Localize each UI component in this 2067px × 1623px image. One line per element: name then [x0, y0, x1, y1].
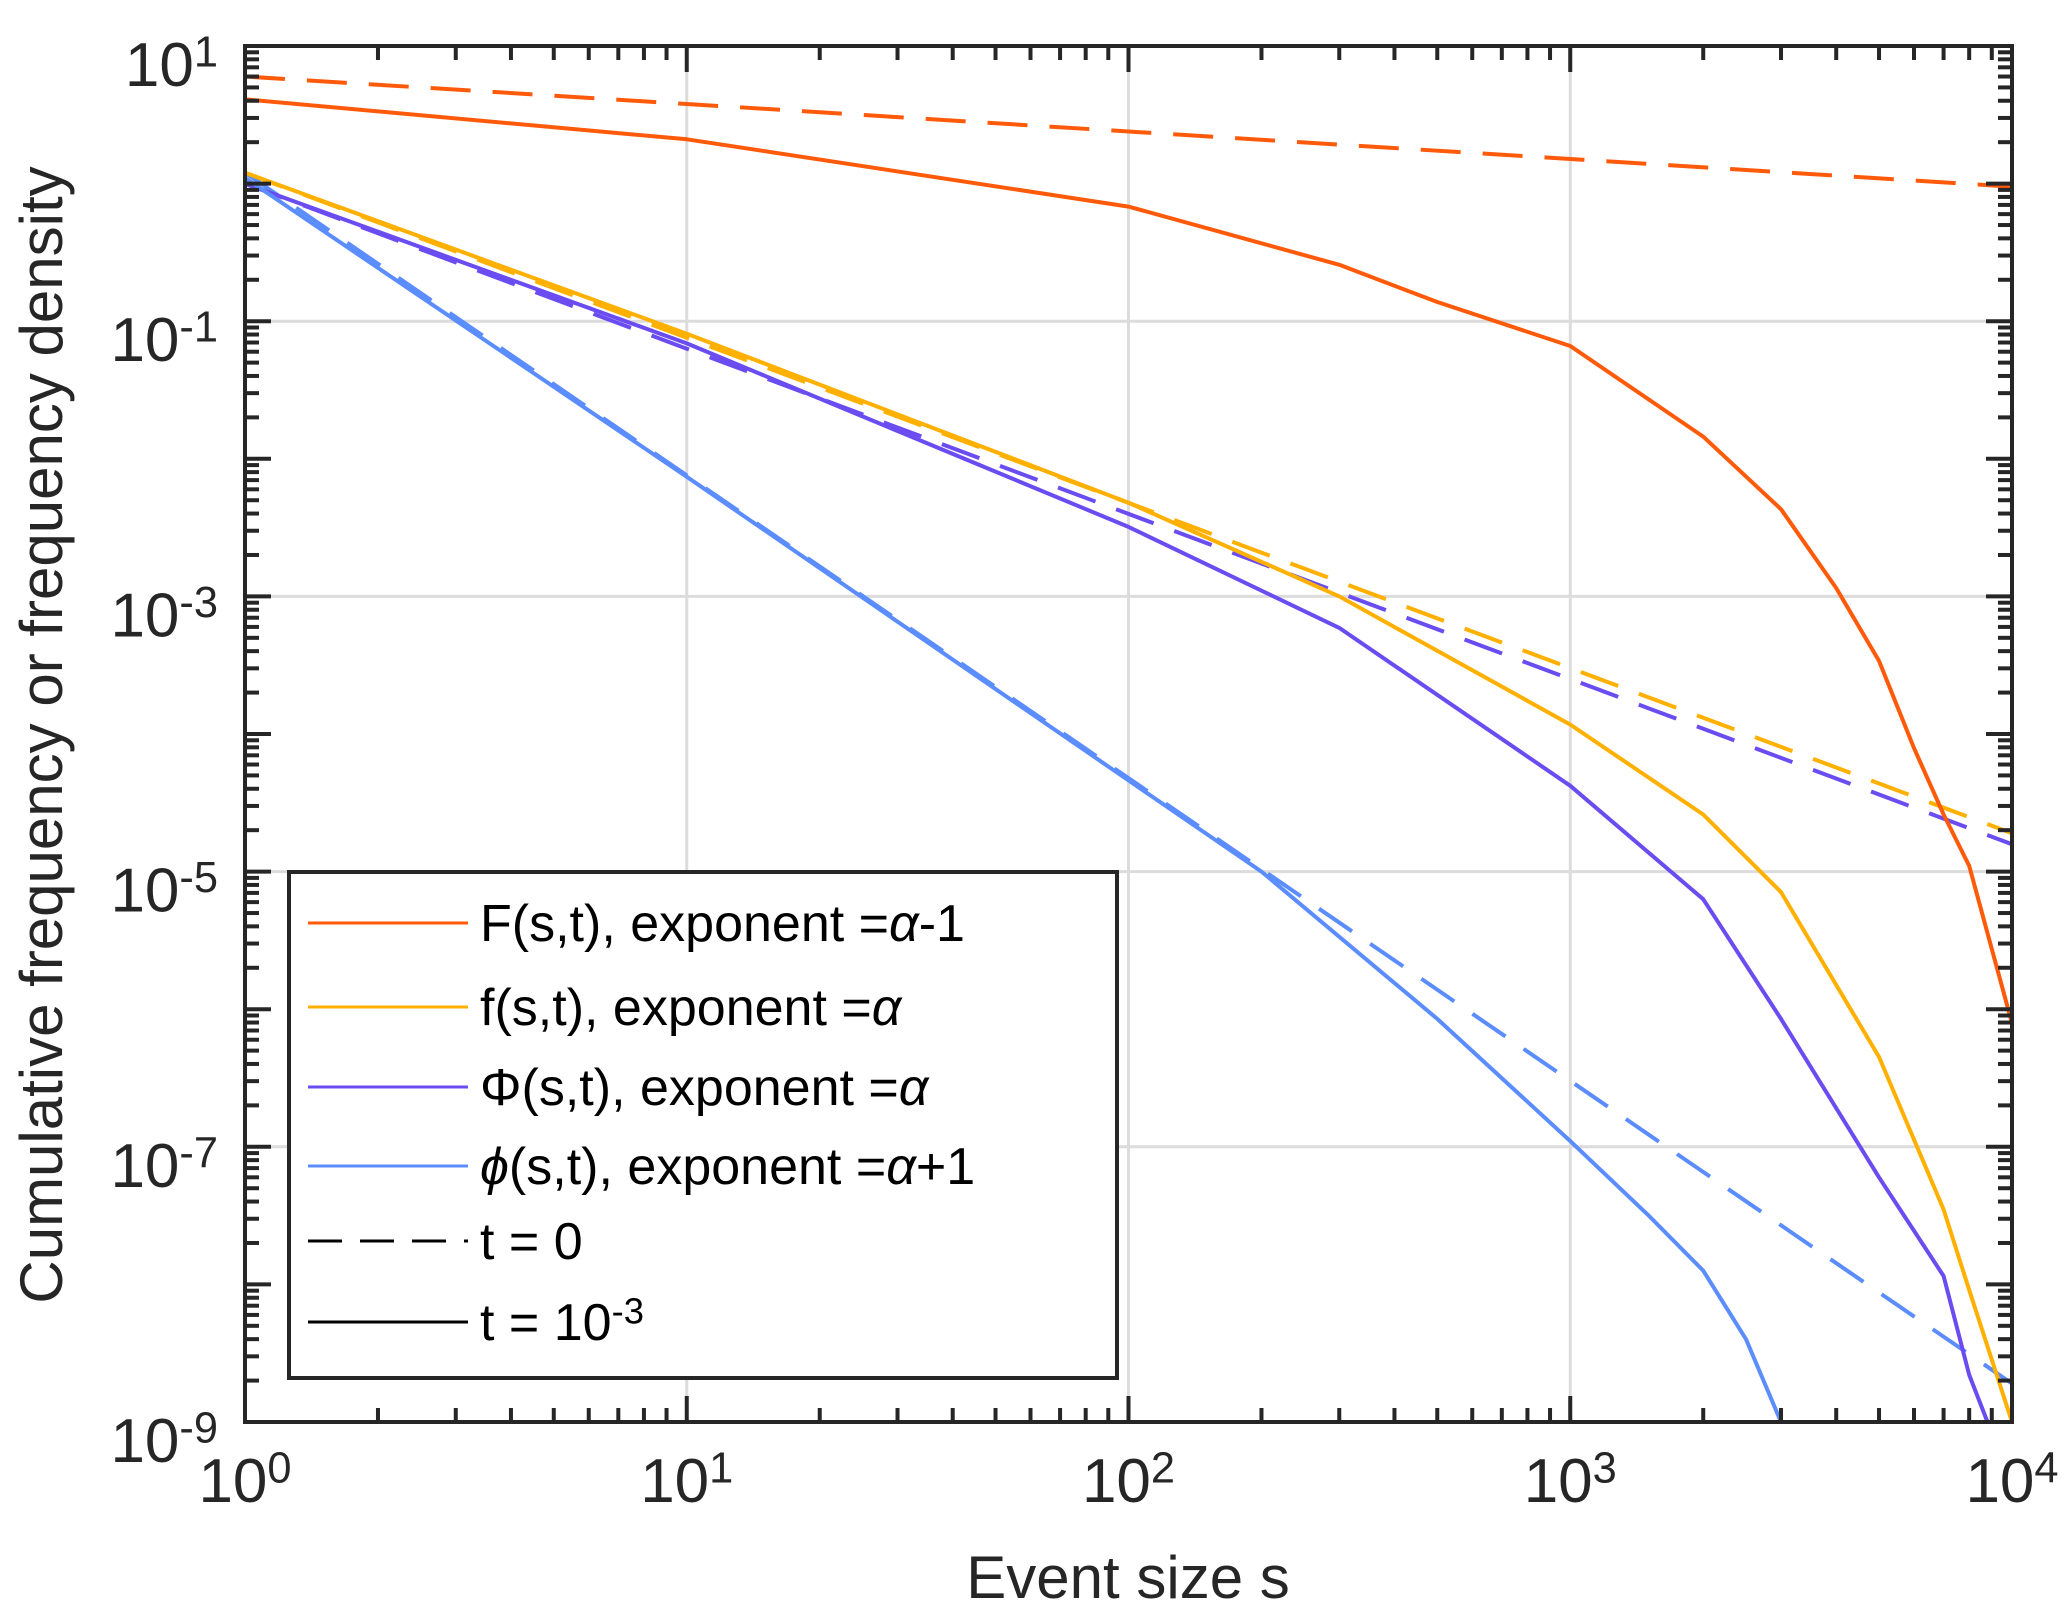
series-line: [245, 176, 1783, 1422]
y-tick-label: 10-9: [110, 1404, 218, 1476]
x-tick-label: 104: [1965, 1444, 2058, 1516]
legend-label: Φ(s,t), exponent =α: [480, 1059, 930, 1117]
legend-label: ϕ(s,t), exponent =α+1: [480, 1138, 975, 1196]
x-tick-label: 102: [1082, 1444, 1175, 1516]
y-tick-label: 10-3: [110, 579, 218, 651]
y-tick-label: 10-5: [110, 854, 218, 926]
series-line: [245, 97, 2012, 1024]
series-group: [245, 74, 2012, 1422]
legend-label: F(s,t), exponent =α-1: [480, 895, 965, 953]
series-line: [245, 74, 2012, 189]
series-line: [245, 181, 1990, 1422]
y-tick-label: 10-1: [110, 304, 218, 376]
legend: F(s,t), exponent =α-1 f(s,t), exponent =α…: [287, 870, 1119, 1380]
series-line: [245, 181, 2012, 847]
series-line: [245, 170, 2012, 1422]
legend-box: [287, 870, 1119, 1380]
y-tick-label: 10-7: [110, 1129, 218, 1201]
x-tick-label: 103: [1524, 1444, 1617, 1516]
y-axis-label: Cumulative frequency or frequency densit…: [8, 166, 75, 1303]
x-axis-label: Event size s: [966, 1544, 1289, 1611]
x-tick-labels: 100 101 102 103 104: [198, 1444, 2058, 1516]
y-tick-labels: 101 10-1 10-3 10-5 10-7 10-9: [110, 28, 218, 1476]
axes: [243, 44, 2014, 1424]
legend-label: f(s,t), exponent =α: [480, 979, 903, 1037]
x-tick-label: 100: [198, 1444, 291, 1516]
legend-label: t = 0: [480, 1213, 583, 1271]
legend-label: t = 10-3: [480, 1291, 644, 1352]
x-tick-label: 101: [640, 1444, 733, 1516]
y-tick-label: 101: [125, 28, 218, 100]
